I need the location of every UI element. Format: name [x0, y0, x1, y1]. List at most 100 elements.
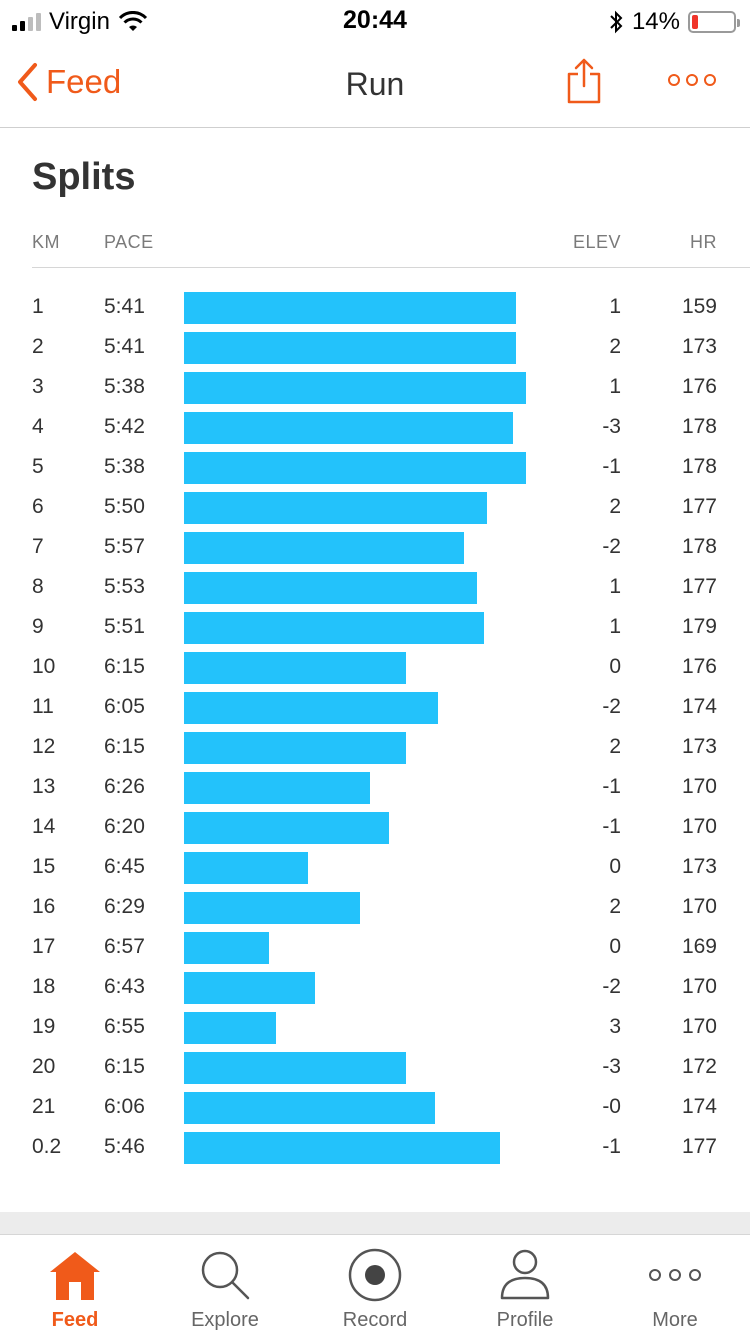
tab-label: Profile: [496, 1309, 554, 1331]
tab-label: Explore: [191, 1309, 259, 1331]
split-km: 14: [32, 815, 56, 838]
more-options-button[interactable]: [668, 74, 716, 86]
tab-label: More: [652, 1309, 698, 1331]
split-hr: 176: [681, 655, 717, 678]
more-icon-dot: [704, 74, 716, 86]
split-km: 16: [32, 895, 56, 918]
split-km: 2: [32, 335, 44, 358]
split-pace: 6:15: [104, 655, 145, 678]
split-row: 16 6:29 2 170: [0, 888, 750, 928]
split-row: 0.2 5:46 -1 177: [0, 1128, 750, 1168]
split-row: 5 5:38 -1 178: [0, 448, 750, 488]
split-elev: 0: [609, 655, 621, 678]
share-button[interactable]: [566, 58, 602, 109]
split-km: 13: [32, 775, 56, 798]
tab-feed[interactable]: Feed: [0, 1235, 150, 1334]
split-hr: 170: [681, 975, 717, 998]
header-km: KM: [32, 232, 60, 252]
tab-more[interactable]: More: [600, 1235, 750, 1334]
split-pace: 6:29: [104, 895, 145, 918]
signal-icon: [12, 13, 41, 31]
split-hr: 179: [681, 615, 717, 638]
more-icon: [600, 1247, 750, 1303]
split-elev: 2: [609, 895, 621, 918]
split-row: 1 5:41 1 159: [0, 288, 750, 328]
split-elev: -2: [602, 535, 621, 558]
split-hr: 177: [681, 495, 717, 518]
split-km: 21: [32, 1095, 56, 1118]
split-hr: 159: [681, 295, 717, 318]
split-pace: 5:53: [104, 575, 145, 598]
pace-bar: [184, 772, 370, 804]
split-pace: 6:06: [104, 1095, 145, 1118]
pace-bar: [184, 372, 526, 404]
split-km: 12: [32, 735, 56, 758]
split-pace: 6:26: [104, 775, 145, 798]
more-icon-dot: [686, 74, 698, 86]
split-elev: 0: [609, 935, 621, 958]
split-row: 6 5:50 2 177: [0, 488, 750, 528]
pace-bar: [184, 932, 269, 964]
split-hr: 170: [681, 815, 717, 838]
split-elev: 0: [609, 855, 621, 878]
split-hr: 176: [681, 375, 717, 398]
split-hr: 170: [681, 775, 717, 798]
pace-bar: [184, 1052, 406, 1084]
split-pace: 6:15: [104, 1055, 145, 1078]
split-pace: 5:42: [104, 415, 145, 438]
carrier-label: Virgin: [49, 8, 110, 35]
split-row: 15 6:45 0 173: [0, 848, 750, 888]
tab-label: Record: [342, 1309, 408, 1331]
split-pace: 5:38: [104, 375, 145, 398]
splits-header-row: KM PACE ELEV HR: [32, 232, 750, 268]
tab-record[interactable]: Record: [300, 1235, 450, 1334]
split-elev: 2: [609, 495, 621, 518]
battery-percent: 14%: [631, 8, 680, 35]
wifi-icon: [118, 11, 148, 31]
split-pace: 5:46: [104, 1135, 145, 1158]
split-row: 21 6:06 -0 174: [0, 1088, 750, 1128]
tab-profile[interactable]: Profile: [450, 1235, 600, 1334]
search-icon: [150, 1247, 300, 1303]
split-pace: 5:51: [104, 615, 145, 638]
split-km: 17: [32, 935, 56, 958]
split-elev: 1: [609, 295, 621, 318]
split-hr: 170: [681, 895, 717, 918]
split-row: 19 6:55 3 170: [0, 1008, 750, 1048]
pace-bar: [184, 1132, 500, 1164]
pace-bar: [184, 652, 406, 684]
status-time: 20:44: [343, 6, 407, 34]
split-km: 9: [32, 615, 44, 638]
more-icon-dot: [668, 74, 680, 86]
split-pace: 6:55: [104, 1015, 145, 1038]
split-hr: 178: [681, 415, 717, 438]
back-button[interactable]: Feed: [16, 62, 121, 102]
split-elev: 1: [609, 375, 621, 398]
split-pace: 5:50: [104, 495, 145, 518]
header-elev: ELEV: [572, 232, 621, 252]
split-pace: 5:57: [104, 535, 145, 558]
split-elev: -3: [602, 1055, 621, 1078]
split-hr: 178: [681, 455, 717, 478]
split-hr: 177: [681, 1135, 717, 1158]
split-km: 10: [32, 655, 56, 678]
split-km: 20: [32, 1055, 56, 1078]
split-elev: 2: [609, 735, 621, 758]
split-row: 4 5:42 -3 178: [0, 408, 750, 448]
split-row: 11 6:05 -2 174: [0, 688, 750, 728]
profile-icon: [450, 1247, 600, 1303]
split-elev: -1: [602, 775, 621, 798]
split-pace: 6:20: [104, 815, 145, 838]
split-pace: 6:15: [104, 735, 145, 758]
pace-bar: [184, 892, 360, 924]
record-icon: [300, 1247, 450, 1303]
split-km: 7: [32, 535, 44, 558]
split-elev: 1: [609, 615, 621, 638]
status-right: 14%: [608, 8, 740, 36]
split-km: 3: [32, 375, 44, 398]
pace-bar: [184, 412, 513, 444]
tab-explore[interactable]: Explore: [150, 1235, 300, 1334]
split-hr: 177: [681, 575, 717, 598]
split-km: 1: [32, 295, 44, 318]
split-elev: -1: [602, 815, 621, 838]
